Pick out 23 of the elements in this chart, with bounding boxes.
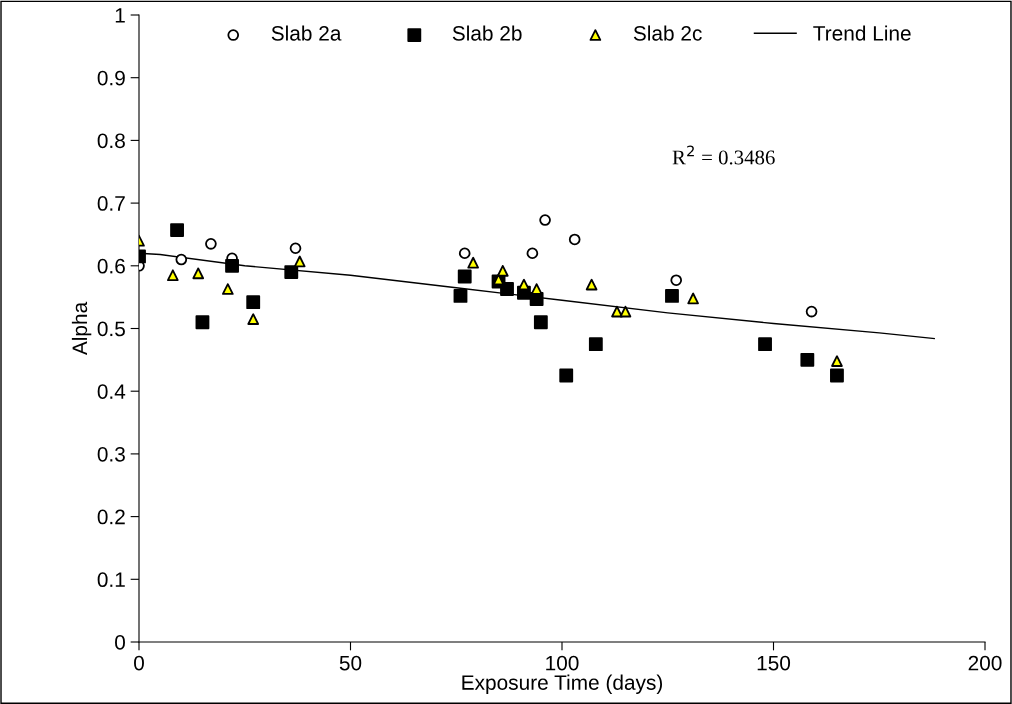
y-tick-label: 0.7 [97, 196, 125, 211]
y-tick-label: 0.5 [97, 321, 125, 337]
y-tick-label: 0.2 [97, 509, 125, 525]
y-tick-label: 0.3 [97, 446, 125, 462]
y-tick-label: 0.1 [97, 572, 125, 588]
x-tick-label: 200 [968, 655, 1002, 671]
annotation: R$^{2}$ = 0.3486 [672, 145, 775, 165]
x-tick-label: 50 [339, 655, 362, 671]
legend-label: Slab 2c [633, 25, 702, 41]
x-tick-label: 100 [546, 655, 579, 671]
legend-label: Trend Line [813, 25, 911, 41]
y-tick-label: 0.4 [97, 384, 126, 399]
x-axis-title: Exposure Time (days) [462, 674, 663, 695]
legend-label: Slab 2a [271, 25, 342, 41]
y-tick-label: 0.9 [97, 70, 125, 86]
x-tick-label: 150 [757, 655, 791, 671]
y-tick-label: 1 [115, 8, 125, 23]
y-tick-label: 0.6 [97, 258, 125, 274]
y-tick-label: 0.8 [97, 133, 125, 149]
y-axis-title: Alpha [71, 301, 92, 356]
x-tick-label: 0 [134, 655, 144, 671]
legend-label: Slab 2b [452, 25, 522, 41]
y-tick-label: 0 [115, 635, 125, 650]
